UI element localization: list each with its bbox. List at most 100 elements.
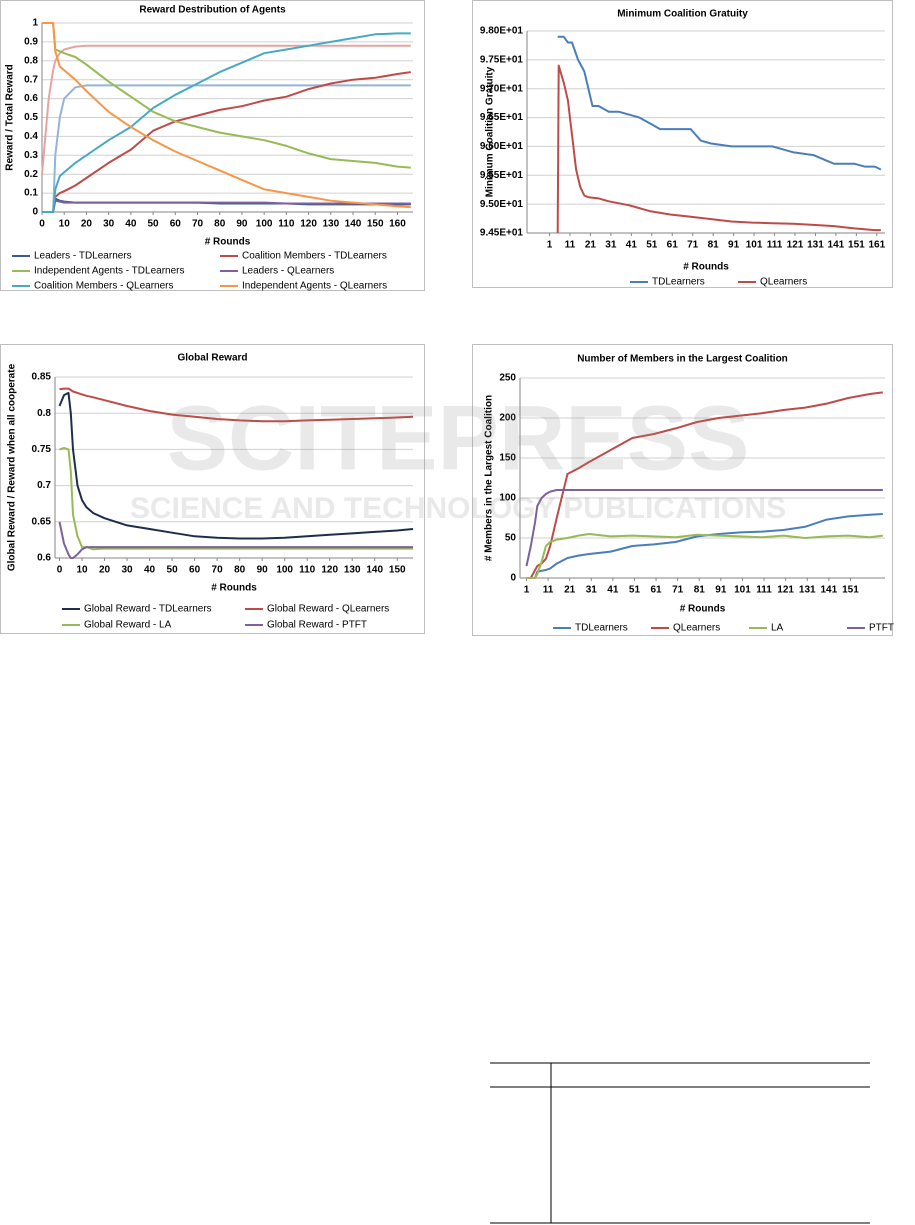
x-tick-label: 80 <box>214 219 226 230</box>
x-tick-label: 31 <box>605 240 617 251</box>
legend-label: TDLearners <box>652 277 705 288</box>
x-tick-label: 61 <box>667 240 679 251</box>
y-tick-label: 9.70E+01 <box>480 83 524 94</box>
x-tick-label: 80 <box>234 565 246 576</box>
legend-label: TDLearners <box>575 623 628 634</box>
x-tick-label: 51 <box>646 240 658 251</box>
series-line <box>42 32 411 213</box>
series-line <box>42 199 411 213</box>
x-tick-label: 81 <box>708 240 720 251</box>
x-tick-label: 121 <box>787 240 804 251</box>
x-tick-label: 131 <box>799 585 816 596</box>
legend-label: QLearners <box>760 277 807 288</box>
x-tick-label: 20 <box>81 219 93 230</box>
x-tick-label: 110 <box>299 565 316 576</box>
series-line <box>42 22 411 209</box>
x-tick-label: 60 <box>189 565 201 576</box>
series-line <box>525 489 883 567</box>
series-line <box>58 521 413 559</box>
x-tick-label: 0 <box>39 219 45 230</box>
x-tick-label: 90 <box>236 219 248 230</box>
x-tick-label: 60 <box>170 219 182 230</box>
series-line <box>41 44 411 175</box>
x-tick-label: 150 <box>389 565 406 576</box>
y-tick-label: 150 <box>499 453 516 464</box>
y-tick-label: 0.3 <box>24 150 38 161</box>
series-line <box>59 447 413 551</box>
x-tick-label: 90 <box>257 565 269 576</box>
x-tick-label: 1 <box>524 585 530 596</box>
x-tick-label: 101 <box>746 240 763 251</box>
x-tick-label: 70 <box>212 565 224 576</box>
x-tick-label: 1 <box>547 240 553 251</box>
series-line <box>42 22 411 169</box>
y-tick-label: 0 <box>32 207 38 218</box>
y-tick-label: 0.6 <box>24 93 38 104</box>
legend-label: Leaders - QLearners <box>242 266 334 277</box>
x-tick-label: 160 <box>389 219 406 230</box>
legend-label: Independent Agents - TDLearners <box>34 266 184 277</box>
y-tick-label: 0.7 <box>37 480 51 491</box>
y-axis-label: Minimum Coalition Gratuity <box>485 66 496 197</box>
x-tick-label: 10 <box>59 219 71 230</box>
legend-label: Coalition Members - TDLearners <box>242 251 387 262</box>
y-tick-label: 9.60E+01 <box>480 141 524 152</box>
x-tick-label: 111 <box>756 585 772 596</box>
series-line <box>526 533 883 579</box>
x-tick-label: 70 <box>192 219 204 230</box>
x-tick-label: 141 <box>821 585 838 596</box>
x-tick-label: 161 <box>868 240 885 251</box>
watermark-subtitle: SCIENCE AND TECHNOLOGY PUBLICATIONS <box>130 492 786 525</box>
y-tick-label: 9.80E+01 <box>480 26 524 37</box>
y-tick-label: 0.5 <box>24 112 38 123</box>
x-tick-label: 81 <box>694 585 706 596</box>
x-tick-label: 141 <box>828 240 845 251</box>
x-tick-label: 130 <box>322 219 339 230</box>
y-tick-label: 50 <box>505 533 517 544</box>
x-tick-label: 0 <box>57 565 63 576</box>
x-tick-label: 110 <box>278 219 295 230</box>
x-tick-label: 100 <box>256 219 273 230</box>
series-line <box>556 64 881 234</box>
chart-title: Number of Members in the Largest Coaliti… <box>577 354 788 365</box>
x-tick-label: 11 <box>543 585 554 596</box>
chart-title: Reward Destribution of Agents <box>139 5 286 16</box>
x-axis-label: # Rounds <box>683 262 729 273</box>
watermark-title: SCITEPRESS <box>167 387 750 489</box>
y-axis-label: # Members in the Largest Coalition <box>484 395 495 561</box>
x-tick-label: 50 <box>167 565 179 576</box>
y-axis-label: Reward / Total Reward <box>5 64 16 171</box>
chart-title: Minimum Coalition Gratuity <box>617 9 748 20</box>
x-tick-label: 71 <box>687 240 699 251</box>
chart-title: Global Reward <box>177 353 247 364</box>
y-tick-label: 0.9 <box>24 37 38 48</box>
x-tick-label: 111 <box>767 240 783 251</box>
y-tick-label: 250 <box>499 373 516 384</box>
series-line <box>59 387 414 423</box>
x-axis-label: # Rounds <box>211 583 257 594</box>
y-tick-label: 200 <box>499 413 516 424</box>
y-tick-label: 0.6 <box>37 553 51 564</box>
y-tick-label: 0.1 <box>24 188 38 199</box>
x-tick-label: 41 <box>607 585 619 596</box>
y-tick-label: 0.85 <box>32 372 52 383</box>
x-tick-label: 91 <box>715 585 727 596</box>
x-tick-label: 130 <box>344 565 361 576</box>
y-tick-label: 0.8 <box>37 408 51 419</box>
table-outline <box>490 1062 870 1224</box>
legend-label: Global Reward - TDLearners <box>84 604 212 615</box>
x-tick-label: 50 <box>148 219 160 230</box>
x-tick-label: 40 <box>125 219 137 230</box>
y-tick-label: 9.55E+01 <box>480 170 524 181</box>
x-tick-label: 100 <box>276 565 293 576</box>
legend-label: Independent Agents - QLearners <box>242 281 387 292</box>
x-tick-label: 31 <box>586 585 598 596</box>
y-tick-label: 9.50E+01 <box>480 199 524 210</box>
x-tick-label: 21 <box>564 585 576 596</box>
y-tick-label: 0.65 <box>32 516 52 527</box>
x-tick-label: 91 <box>728 240 740 251</box>
x-tick-label: 151 <box>842 585 859 596</box>
x-tick-label: 121 <box>777 585 794 596</box>
legend-label: Global Reward - QLearners <box>267 604 389 615</box>
x-tick-label: 131 <box>807 240 824 251</box>
